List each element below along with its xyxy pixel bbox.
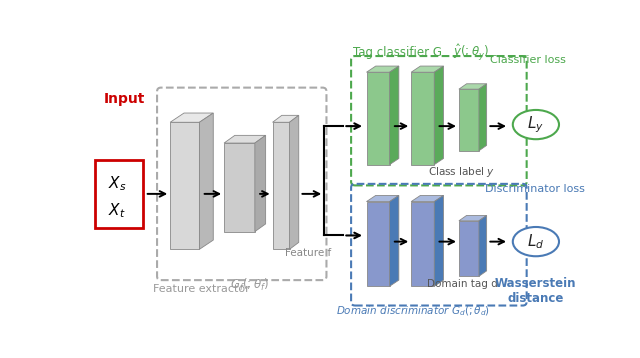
Polygon shape (367, 66, 399, 72)
Polygon shape (224, 135, 266, 143)
Text: Tag classifier G: Tag classifier G (353, 46, 442, 59)
Polygon shape (255, 135, 266, 232)
Ellipse shape (513, 110, 559, 139)
Polygon shape (435, 195, 444, 286)
Text: $L_d$: $L_d$ (527, 232, 545, 251)
Polygon shape (390, 195, 399, 286)
Polygon shape (459, 216, 486, 221)
Polygon shape (289, 115, 299, 249)
Polygon shape (273, 122, 289, 249)
Text: Discriminator loss: Discriminator loss (485, 184, 585, 194)
Polygon shape (459, 84, 486, 89)
Polygon shape (411, 202, 435, 286)
Text: $X_s$: $X_s$ (108, 174, 126, 193)
Text: Domain tag d: Domain tag d (427, 279, 497, 289)
Text: Feature f: Feature f (285, 248, 331, 258)
FancyBboxPatch shape (95, 160, 143, 228)
Text: Wasserstein
distance: Wasserstein distance (495, 277, 577, 305)
Polygon shape (479, 216, 486, 276)
Polygon shape (459, 89, 479, 151)
Text: $X_t$: $X_t$ (108, 202, 126, 220)
Polygon shape (411, 195, 444, 202)
Polygon shape (367, 72, 390, 165)
Text: $\hat{y}(;\theta_y)$: $\hat{y}(;\theta_y)$ (453, 42, 489, 62)
Polygon shape (224, 143, 255, 232)
Text: Class label $y$: Class label $y$ (428, 165, 495, 179)
Text: Classifier loss: Classifier loss (490, 55, 566, 65)
Text: Domain discriminator $G_d(;\theta_d)$: Domain discriminator $G_d(;\theta_d)$ (335, 305, 490, 318)
Polygon shape (200, 113, 213, 249)
Ellipse shape (513, 227, 559, 256)
Polygon shape (435, 66, 444, 165)
Text: $L_y$: $L_y$ (527, 114, 545, 135)
Polygon shape (479, 84, 486, 151)
Text: $G_f(;\theta_f)$: $G_f(;\theta_f)$ (230, 277, 269, 293)
Polygon shape (411, 72, 435, 165)
Text: Input: Input (104, 92, 145, 106)
Polygon shape (170, 113, 213, 122)
Polygon shape (273, 115, 299, 122)
Text: Feature extractor: Feature extractor (152, 284, 250, 294)
Polygon shape (367, 195, 399, 202)
Polygon shape (170, 122, 200, 249)
Polygon shape (459, 221, 479, 276)
Polygon shape (390, 66, 399, 165)
Polygon shape (367, 202, 390, 286)
Polygon shape (411, 66, 444, 72)
